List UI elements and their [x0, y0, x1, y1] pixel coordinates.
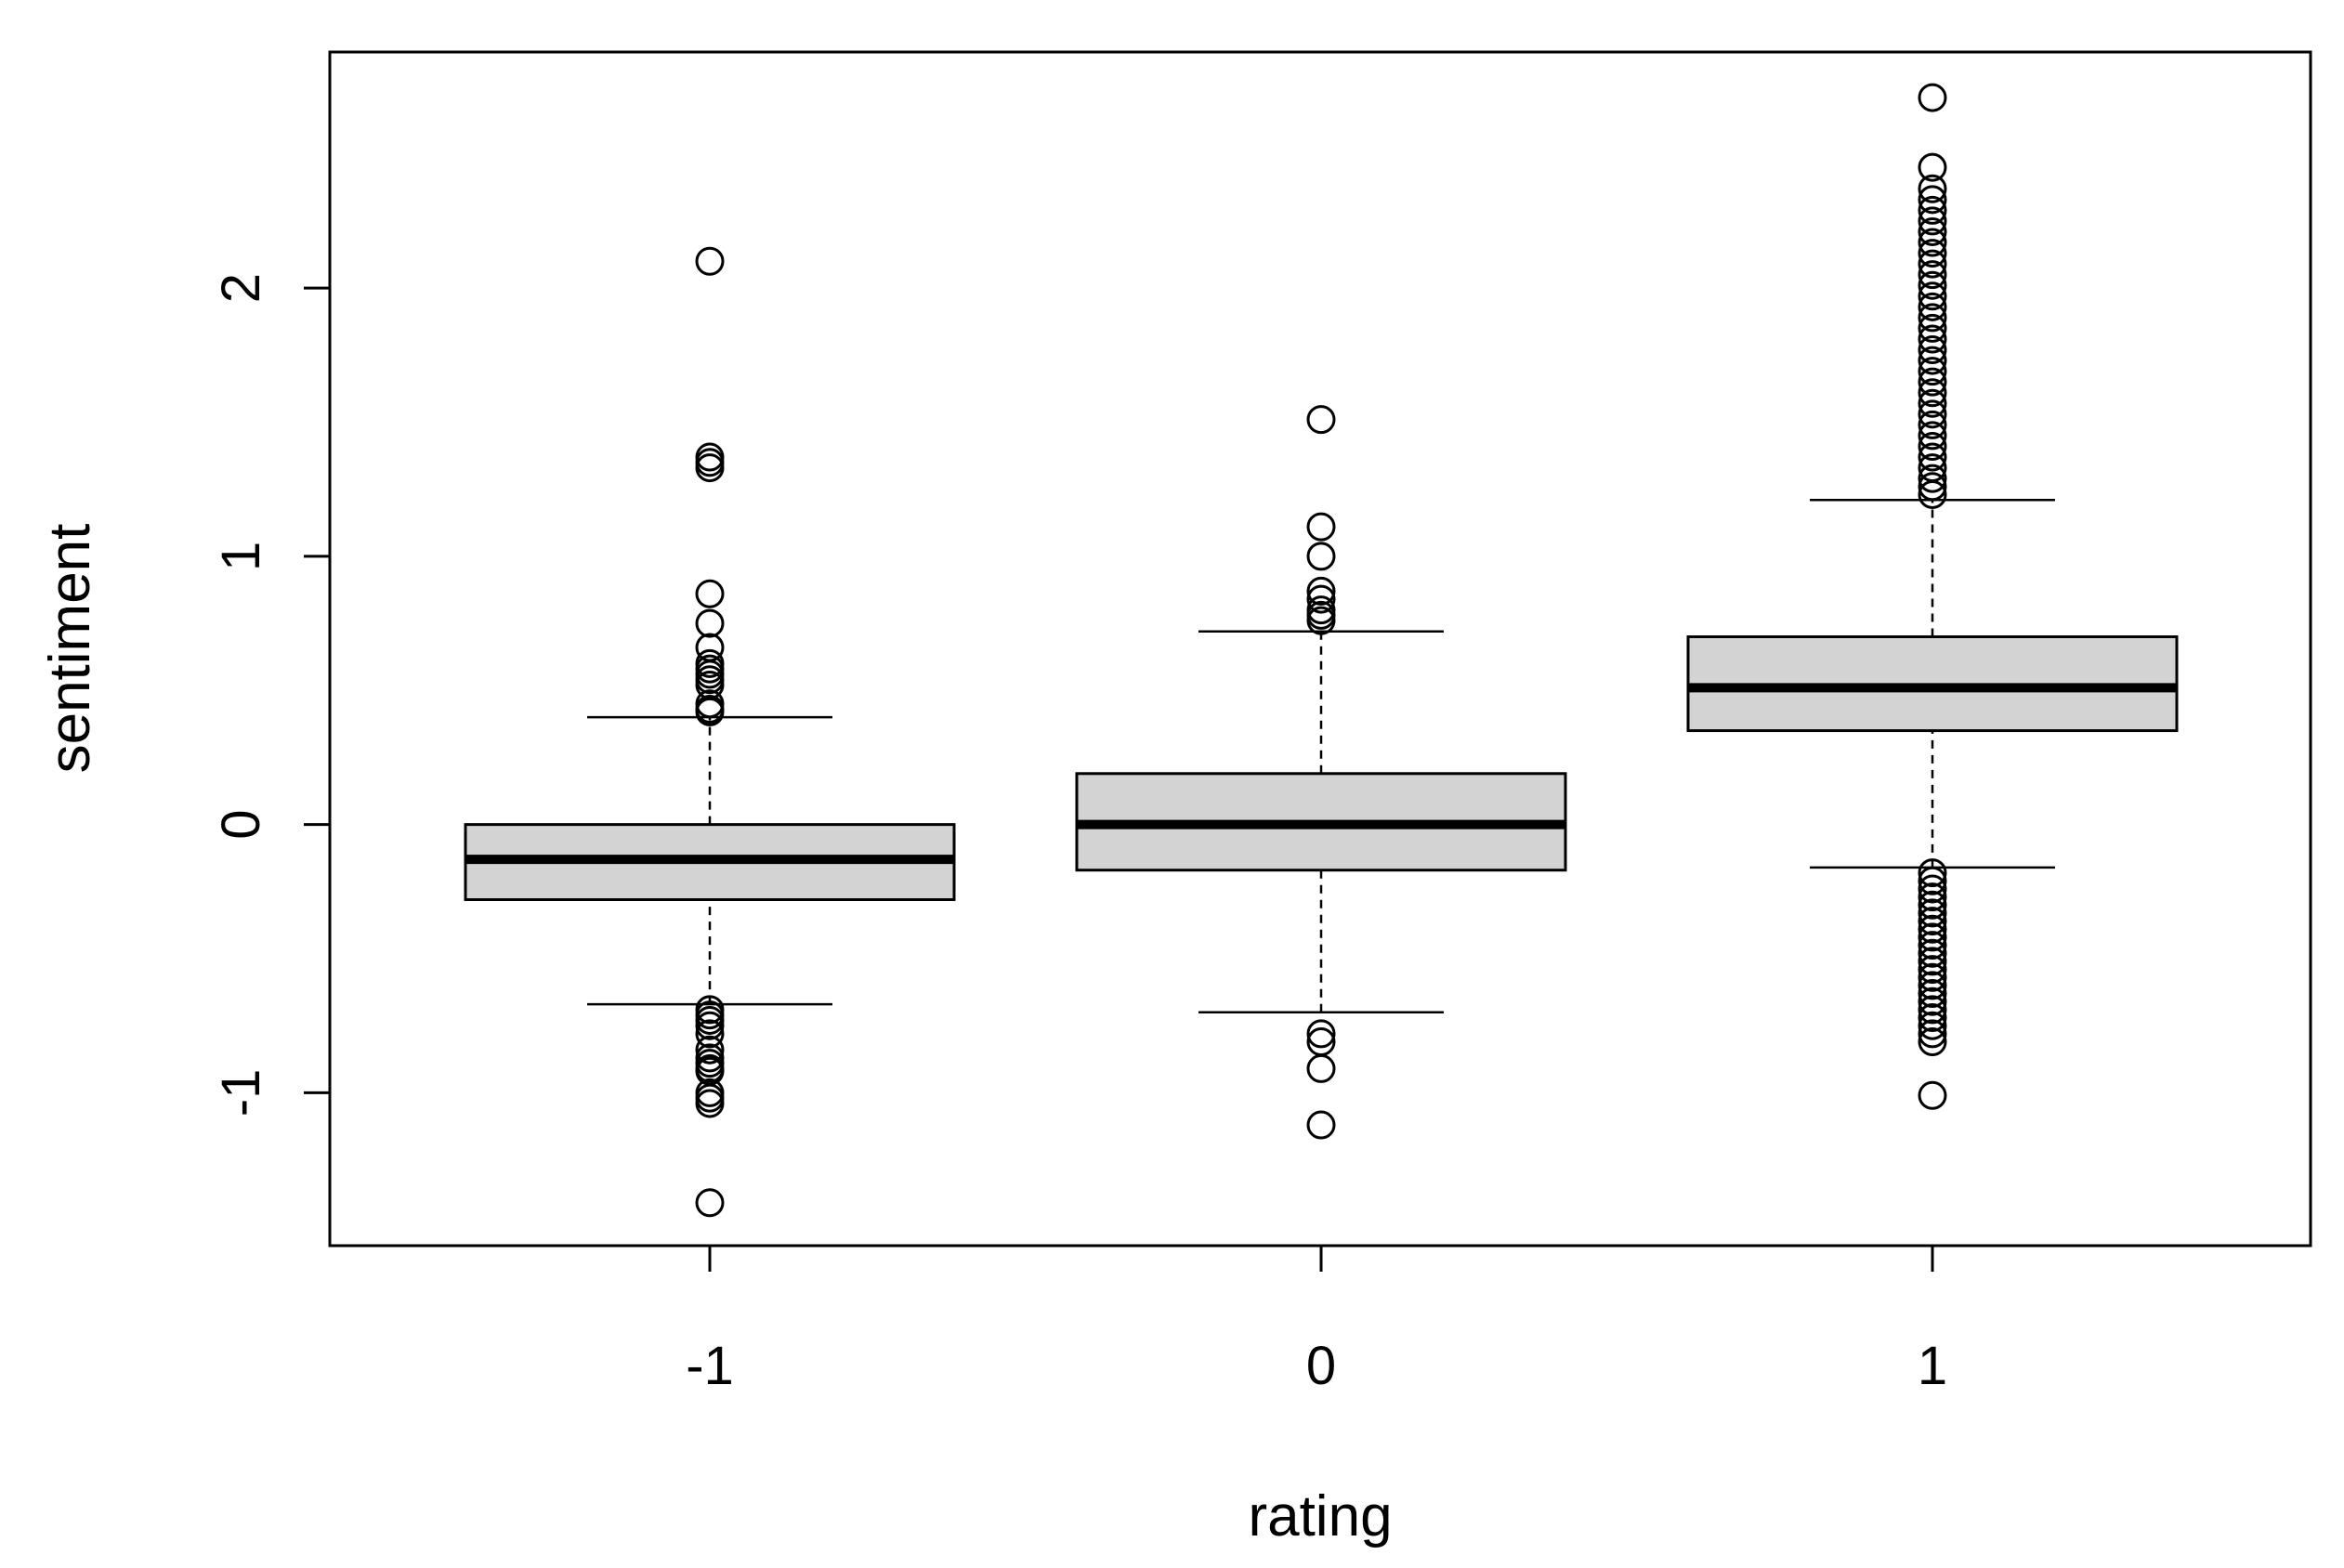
y-tick-label: 0 [211, 810, 271, 840]
outlier-point [695, 1011, 725, 1040]
y-axis-label: sentiment [38, 524, 102, 774]
outlier-point [1306, 1053, 1336, 1083]
outlier-point [1918, 270, 1947, 300]
outlier-point [1918, 378, 1947, 408]
outlier-point [1306, 405, 1336, 435]
outlier-point [695, 579, 725, 608]
x-axis-label: rating [1248, 1484, 1392, 1548]
outlier-point [1918, 1011, 1947, 1040]
x-tick-label: 0 [1306, 1336, 1336, 1396]
outlier-point [1918, 410, 1947, 439]
outlier-point [1918, 995, 1947, 1025]
outlier-point [695, 246, 725, 276]
y-tick-label: 2 [211, 273, 271, 303]
outlier-point [1918, 947, 1947, 976]
outlier-point [695, 1035, 725, 1065]
outlier-point [1918, 866, 1947, 895]
outlier-point [1306, 576, 1336, 606]
outlier-point [695, 1019, 725, 1049]
outlier-point [1306, 1110, 1336, 1140]
outlier-point [695, 1089, 725, 1118]
outlier-point [1306, 606, 1336, 635]
box-group-2 [1686, 83, 2179, 1110]
outlier-point [1918, 971, 1947, 1000]
y-axis: -1 0 1 2 [211, 273, 330, 1117]
outlier-point [1918, 858, 1947, 888]
outlier-point [1918, 260, 1947, 290]
outlier-point [1918, 174, 1947, 203]
outlier-point [1918, 874, 1947, 904]
outlier-point [1918, 313, 1947, 343]
outlier-point [1918, 324, 1947, 354]
outlier-point [1918, 303, 1947, 333]
outlier-point [1918, 1080, 1947, 1110]
outlier-point [695, 453, 725, 483]
y-tick-label: 1 [211, 542, 271, 571]
outlier-point [1918, 890, 1947, 920]
outlier-point [1918, 367, 1947, 397]
outlier-point [1918, 962, 1947, 992]
boxes-layer [464, 83, 2179, 1218]
box-group-0 [464, 246, 956, 1218]
outlier-point [1918, 335, 1947, 365]
outlier-point [1918, 357, 1947, 386]
outlier-point [695, 697, 725, 726]
outlier-point [1918, 1019, 1947, 1049]
outlier-point [1918, 987, 1947, 1016]
outlier-point [1918, 931, 1947, 960]
outlier-point [1918, 249, 1947, 279]
x-tick-label: -1 [686, 1336, 734, 1396]
outlier-point [1918, 399, 1947, 429]
outlier-point [1918, 1003, 1947, 1033]
outlier-point [1918, 898, 1947, 928]
outlier-point [1918, 281, 1947, 311]
outlier-point [1918, 206, 1947, 236]
outlier-point [1918, 83, 1947, 112]
outlier-point [1918, 479, 1947, 509]
outlier-point [1918, 185, 1947, 215]
outlier-point [1918, 292, 1947, 321]
outlier-point [1918, 472, 1947, 502]
outlier-point [1918, 979, 1947, 1009]
x-axis: -1 0 1 [686, 1246, 1947, 1396]
box-group-1 [1075, 405, 1567, 1140]
y-tick-label: -1 [211, 1069, 271, 1117]
outlier-point [1918, 346, 1947, 375]
outlier-point [1918, 914, 1947, 944]
outlier-point [1918, 239, 1947, 268]
outlier-point [695, 1188, 725, 1218]
outlier-point [1918, 907, 1947, 936]
outlier-point [1306, 584, 1336, 614]
x-tick-label: 1 [1918, 1336, 1947, 1396]
outlier-point [695, 608, 725, 638]
outlier-point [1306, 512, 1336, 542]
outlier-point [1918, 882, 1947, 912]
outlier-point [1918, 464, 1947, 493]
outlier-point [1918, 195, 1947, 225]
outlier-point [1918, 442, 1947, 472]
outlier-point [1918, 421, 1947, 451]
outlier-point [1918, 216, 1947, 246]
outlier-point [1918, 955, 1947, 985]
outlier-point [1306, 542, 1336, 571]
outlier-point [1918, 152, 1947, 182]
outlier-point [1918, 431, 1947, 461]
outlier-point [1918, 228, 1947, 257]
outlier-point [1918, 388, 1947, 418]
outlier-point [1306, 1019, 1336, 1049]
outlier-point [1918, 938, 1947, 968]
outlier-point [1918, 922, 1947, 952]
outlier-point [1918, 1027, 1947, 1057]
